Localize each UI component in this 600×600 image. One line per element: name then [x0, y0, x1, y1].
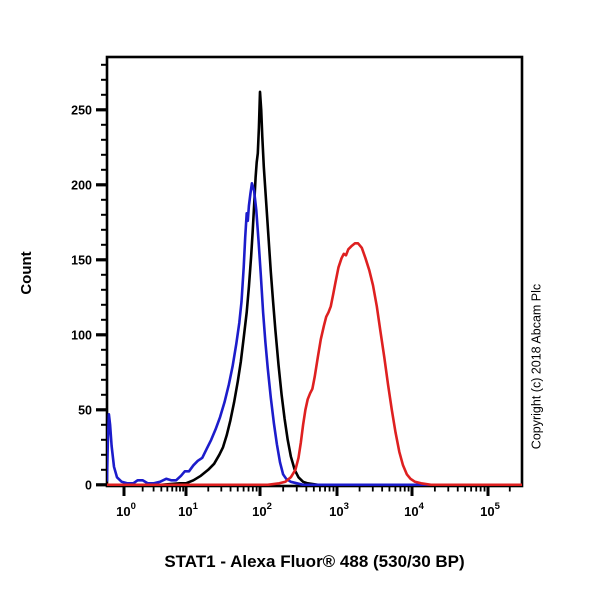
curve-blue: [107, 182, 522, 486]
y-tick-label: 100: [71, 328, 92, 342]
x-axis-ticks: [122, 486, 511, 496]
y-axis-title: Count: [18, 251, 35, 295]
y-axis-ticks: [96, 63, 107, 487]
copyright-text: Copyright (c) 2018 Abcam Plc: [529, 283, 544, 450]
curve-red: [107, 242, 522, 486]
y-tick-label: 50: [78, 403, 92, 417]
x-tick-label: 101: [178, 501, 198, 519]
x-tick-label: 103: [329, 501, 349, 519]
x-tick-label: 100: [116, 501, 136, 519]
x-tick-label: 102: [252, 501, 272, 519]
histogram-curves: [107, 90, 522, 486]
y-tick-label: 0: [85, 478, 92, 492]
plot-border: [105, 55, 524, 488]
x-tick-label: 104: [404, 501, 424, 519]
x-tick-label: 105: [480, 501, 500, 519]
y-tick-label: 250: [71, 103, 92, 117]
y-axis-tick-labels: 0 50 100 150 200 250: [71, 103, 92, 492]
y-tick-label: 150: [71, 253, 92, 267]
curve-black: [107, 90, 522, 486]
y-tick-label: 200: [71, 178, 92, 192]
x-axis-tick-labels: 100 101 102 103 104 105: [116, 501, 500, 519]
figure-title: STAT1 - Alexa Fluor® 488 (530/30 BP): [164, 552, 465, 571]
